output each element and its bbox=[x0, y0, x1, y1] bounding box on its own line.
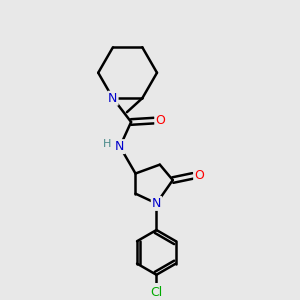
Text: H: H bbox=[103, 139, 112, 149]
Text: N: N bbox=[152, 197, 161, 210]
Text: N: N bbox=[108, 92, 118, 105]
Text: Cl: Cl bbox=[150, 286, 163, 299]
Text: N: N bbox=[115, 140, 124, 153]
Text: O: O bbox=[155, 114, 165, 127]
Text: O: O bbox=[194, 169, 204, 182]
